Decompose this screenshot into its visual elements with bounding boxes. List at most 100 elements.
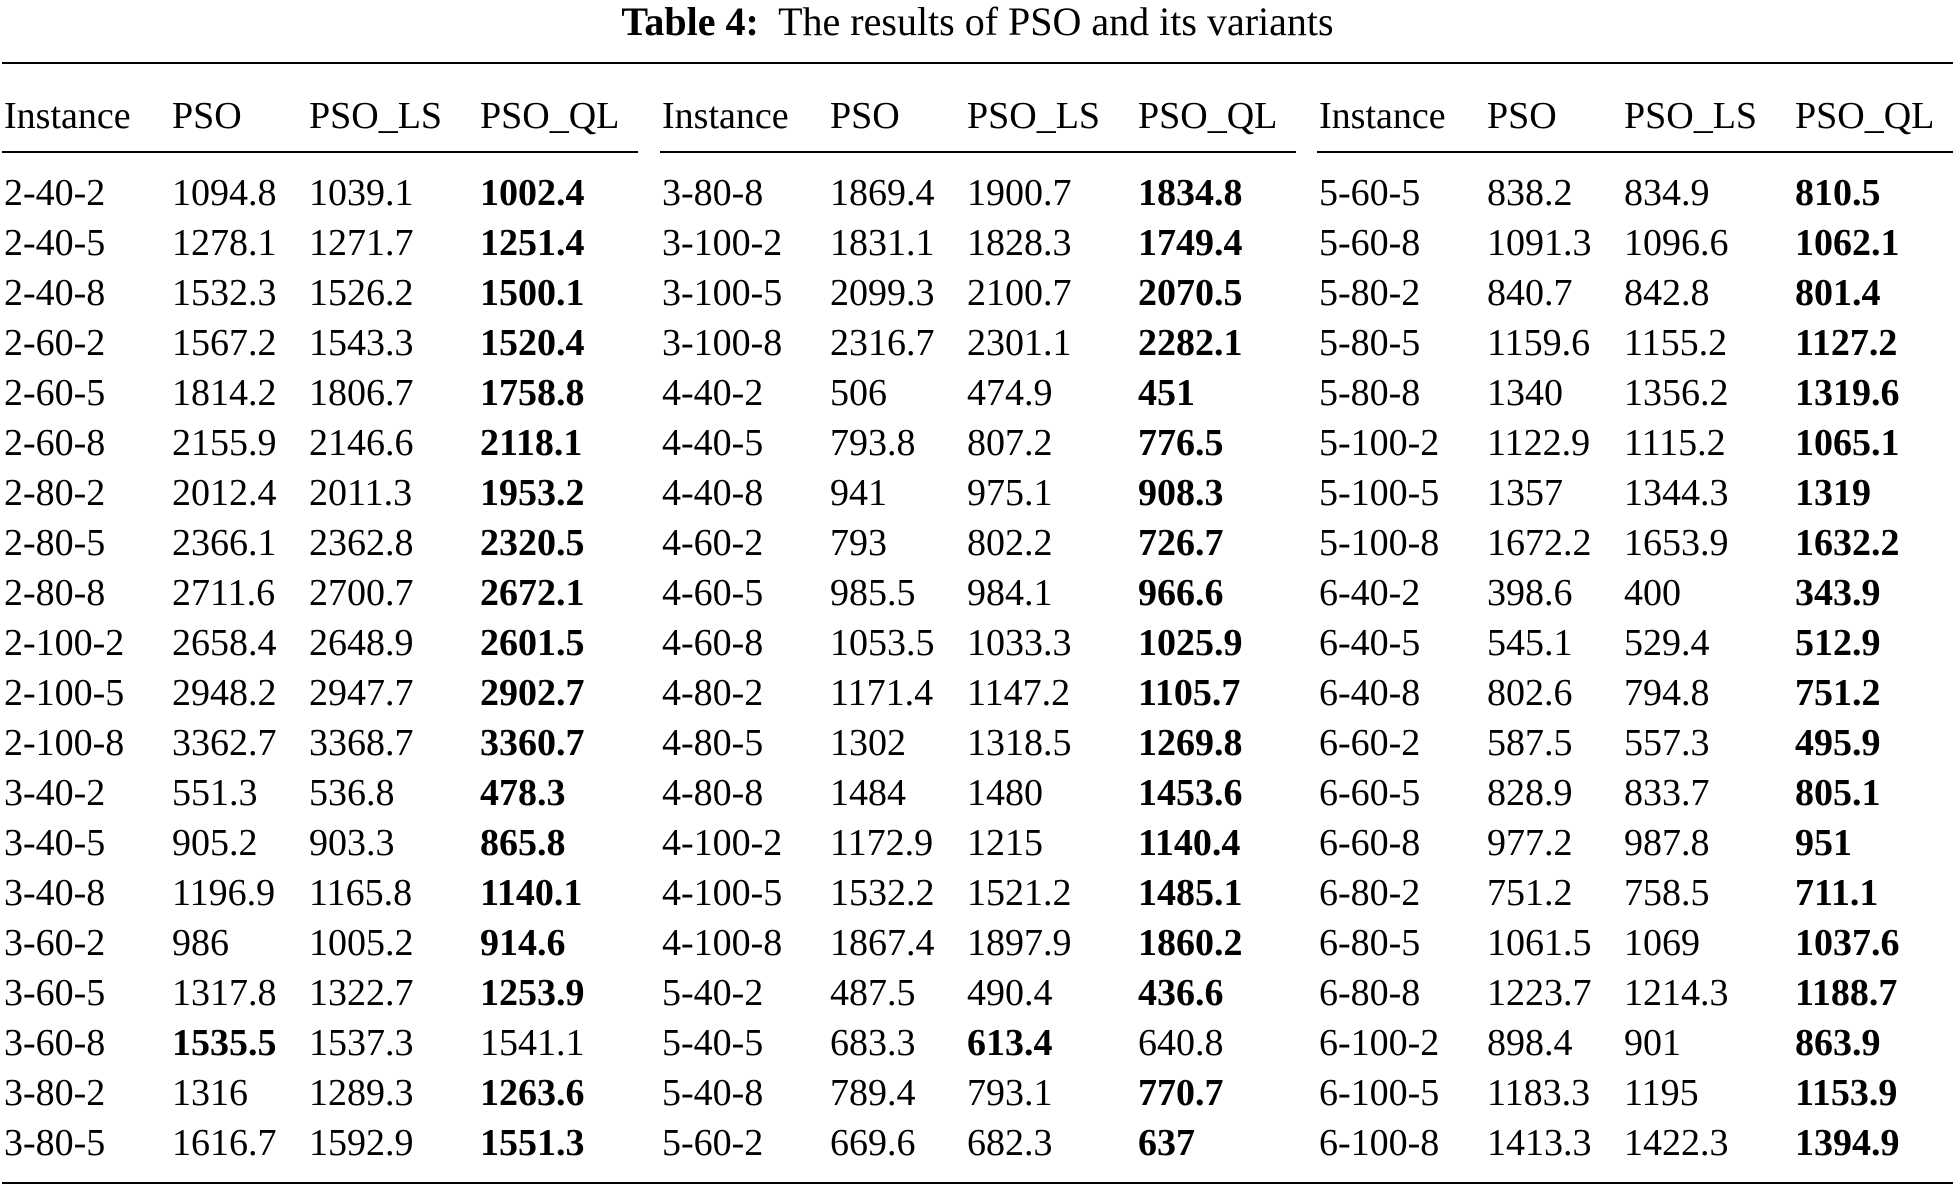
caption-label: Table 4:	[621, 0, 759, 44]
value-cell: 2658.4	[172, 622, 277, 664]
instance-cell: 2-80-8	[4, 572, 106, 614]
value-cell: 1953.2	[480, 472, 585, 514]
value-cell: 726.7	[1138, 522, 1224, 564]
value-cell: 2099.3	[830, 272, 935, 314]
value-cell: 1215	[967, 822, 1043, 864]
value-cell: 789.4	[830, 1072, 916, 1114]
value-cell: 506	[830, 372, 887, 414]
value-cell: 613.4	[967, 1022, 1053, 1064]
instance-cell: 3-40-2	[4, 772, 106, 814]
value-cell: 398.6	[1487, 572, 1573, 614]
value-cell: 1500.1	[480, 272, 585, 314]
value-cell: 1105.7	[1138, 672, 1241, 714]
table-row: 2-40-8 1532.3 1526.2 1500.1	[4, 268, 644, 318]
value-cell: 863.9	[1795, 1022, 1881, 1064]
value-cell: 400	[1624, 572, 1681, 614]
instance-cell: 4-80-5	[662, 722, 764, 764]
value-cell: 1069	[1624, 922, 1700, 964]
value-cell: 751.2	[1795, 672, 1881, 714]
value-cell: 1749.4	[1138, 222, 1243, 264]
value-cell: 1316	[172, 1072, 248, 1114]
value-cell: 951	[1795, 822, 1852, 864]
column-header: PSO_LS	[309, 95, 443, 137]
instance-cell: 6-100-5	[1319, 1072, 1440, 1114]
value-cell: 794.8	[1624, 672, 1710, 714]
table-row: 3-60-2 986 1005.2 914.6	[4, 918, 644, 968]
value-cell: 1869.4	[830, 172, 935, 214]
table-row: 4-60-2 793 802.2 726.7	[662, 518, 1302, 568]
value-cell: 637	[1138, 1122, 1195, 1164]
value-cell: 1632.2	[1795, 522, 1900, 564]
value-cell: 1196.9	[172, 872, 276, 914]
instance-cell: 5-60-5	[1319, 172, 1421, 214]
table-row: 2-100-2 2658.4 2648.9 2601.5	[4, 618, 644, 668]
value-cell: 770.7	[1138, 1072, 1224, 1114]
table-row: 6-100-2 898.4 901 863.9	[1319, 1018, 1955, 1068]
header-row: Instance PSO PSO_LS PSO_QL	[4, 64, 644, 168]
header-rule-3	[1317, 151, 1953, 153]
value-cell: 986	[172, 922, 229, 964]
value-cell: 833.7	[1624, 772, 1710, 814]
table-row: 6-100-8 1413.3 1422.3 1394.9	[1319, 1118, 1955, 1168]
value-cell: 1521.2	[967, 872, 1072, 914]
header-row: Instance PSO PSO_LS PSO_QL	[1319, 64, 1955, 168]
table-row: 6-40-5 545.1 529.4 512.9	[1319, 618, 1955, 668]
table-row: 6-40-8 802.6 794.8 751.2	[1319, 668, 1955, 718]
table-caption: Table 4: The results of PSO and its vari…	[0, 0, 1955, 44]
value-cell: 1002.4	[480, 172, 585, 214]
value-cell: 2011.3	[309, 472, 413, 514]
instance-cell: 5-60-2	[662, 1122, 764, 1164]
value-cell: 2948.2	[172, 672, 277, 714]
value-cell: 1672.2	[1487, 522, 1592, 564]
instance-cell: 2-40-2	[4, 172, 106, 214]
instance-cell: 4-60-8	[662, 622, 764, 664]
instance-cell: 5-100-5	[1319, 472, 1440, 514]
caption-text: The results of PSO and its variants	[778, 0, 1334, 44]
value-cell: 1140.1	[480, 872, 583, 914]
value-cell: 793.1	[967, 1072, 1053, 1114]
instance-cell: 3-40-5	[4, 822, 106, 864]
value-cell: 512.9	[1795, 622, 1881, 664]
value-cell: 1053.5	[830, 622, 935, 664]
table-row: 2-80-2 2012.4 2011.3 1953.2	[4, 468, 644, 518]
table-row: 4-100-2 1172.9 1215 1140.4	[662, 818, 1302, 868]
value-cell: 683.3	[830, 1022, 916, 1064]
value-cell: 2301.1	[967, 322, 1072, 364]
value-cell: 1814.2	[172, 372, 277, 414]
value-cell: 1271.7	[309, 222, 414, 264]
table-group-3: Instance PSO PSO_LS PSO_QL 5-60-5 838.2 834.9 8…	[1319, 64, 1955, 1164]
instance-cell: 3-60-8	[4, 1022, 106, 1064]
value-cell: 3362.7	[172, 722, 277, 764]
column-header: Instance	[4, 95, 131, 137]
instance-cell: 5-100-8	[1319, 522, 1440, 564]
column-header: Instance	[1319, 95, 1446, 137]
table-group-1: Instance PSO PSO_LS PSO_QL 2-40-2 1094.8 1039.…	[4, 64, 644, 1164]
instance-cell: 3-80-8	[662, 172, 764, 214]
value-cell: 2316.7	[830, 322, 935, 364]
value-cell: 1025.9	[1138, 622, 1243, 664]
value-cell: 1567.2	[172, 322, 277, 364]
table-row: 4-40-8 941 975.1 908.3	[662, 468, 1302, 518]
value-cell: 3360.7	[480, 722, 585, 764]
value-cell: 1484	[830, 772, 906, 814]
table-row: 4-60-8 1053.5 1033.3 1025.9	[662, 618, 1302, 668]
value-cell: 1033.3	[967, 622, 1072, 664]
table-row: 3-100-8 2316.7 2301.1 2282.1	[662, 318, 1302, 368]
value-cell: 2282.1	[1138, 322, 1243, 364]
column-header: PSO_LS	[1624, 95, 1758, 137]
table-row: 6-40-2 398.6 400 343.9	[1319, 568, 1955, 618]
value-cell: 908.3	[1138, 472, 1224, 514]
value-cell: 751.2	[1487, 872, 1573, 914]
table-row: 2-40-2 1094.8 1039.1 1002.4	[4, 168, 644, 218]
column-header: Instance	[662, 95, 789, 137]
instance-cell: 3-100-8	[662, 322, 783, 364]
instance-cell: 4-40-8	[662, 472, 764, 514]
instance-cell: 4-100-2	[662, 822, 783, 864]
table-row: 6-100-5 1183.3 1195 1153.9	[1319, 1068, 1955, 1118]
value-cell: 587.5	[1487, 722, 1573, 764]
value-cell: 1319	[1795, 472, 1871, 514]
value-cell: 1289.3	[309, 1072, 414, 1114]
value-cell: 2711.6	[172, 572, 276, 614]
instance-cell: 5-60-8	[1319, 222, 1421, 264]
value-cell: 2601.5	[480, 622, 585, 664]
